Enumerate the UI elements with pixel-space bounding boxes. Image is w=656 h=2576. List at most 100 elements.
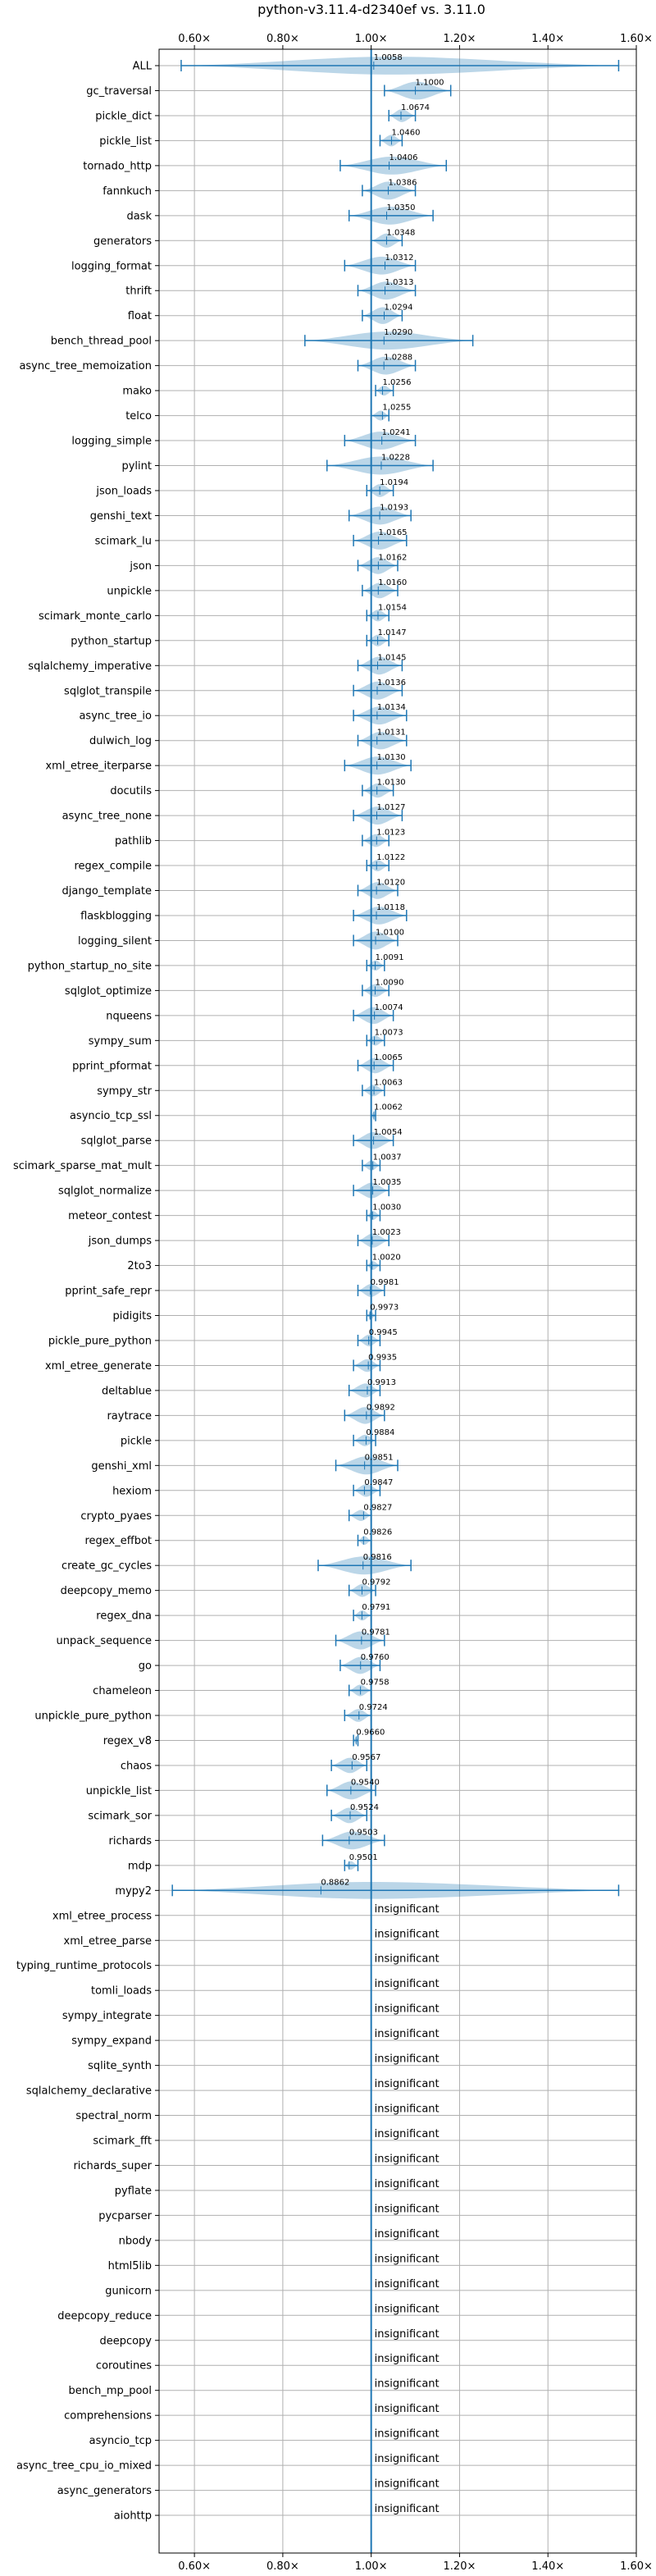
benchmark-label: ALL [133, 61, 153, 73]
benchmark-label: genshi_xml [91, 1460, 152, 1473]
benchmark-label: xml_etree_process [52, 1910, 152, 1922]
mean-value-label: 0.9540 [351, 1778, 380, 1787]
benchmark-label: chaos [121, 1760, 152, 1772]
mean-value-label: 1.0091 [376, 953, 404, 962]
mean-value-label: 1.0162 [378, 553, 407, 562]
insignificant-label: insignificant [375, 2203, 440, 2215]
mean-value-label: 1.0127 [377, 803, 406, 812]
marks-layer: 1.0058 1.1000 1.0674 1.0460 1.0406 1.0386 1.03… [171, 49, 620, 2553]
benchmark-label: genshi_text [90, 510, 152, 523]
x-tick-label-bottom: 1.60× [620, 2560, 653, 2573]
insignificant-label: insignificant [375, 2353, 440, 2365]
benchmark-label: pylint [121, 460, 152, 473]
benchmark-label: sympy_expand [71, 2035, 152, 2048]
mean-value-label: 1.0154 [378, 603, 407, 612]
insignificant-label: insignificant [375, 2128, 440, 2140]
mean-value-label: 1.0460 [391, 128, 420, 137]
benchmark-label: json [129, 560, 152, 573]
benchmark-label: richards [109, 1835, 153, 1848]
mean-value-label: 1.0120 [376, 879, 405, 888]
insignificant-label: insignificant [375, 2053, 440, 2066]
benchmark-label: nqueens [106, 1010, 152, 1022]
mean-value-label: 0.9501 [349, 1853, 378, 1862]
mean-value-label: 1.0134 [377, 703, 406, 712]
mean-value-label: 0.9760 [361, 1653, 390, 1662]
mean-value-label: 0.9758 [361, 1679, 390, 1688]
benchmark-label: deepcopy_memo [61, 1585, 152, 1597]
benchmark-label: xml_etree_iterparse [45, 760, 152, 773]
benchmark-label: generators [93, 235, 152, 248]
benchmark-label: sqlite_synth [88, 2060, 152, 2072]
mean-value-label: 1.0130 [377, 753, 406, 762]
insignificant-label: insignificant [375, 2253, 440, 2265]
mean-value-label: 1.0023 [372, 1228, 401, 1237]
benchmark-label: async_tree_none [62, 811, 152, 823]
benchmark-label: dulwich_log [89, 735, 152, 747]
mean-value-label: 0.9792 [362, 1578, 390, 1587]
mean-value-label: 1.0100 [376, 928, 404, 937]
benchmark-label: nbody [119, 2235, 153, 2247]
mean-value-label: 1.0386 [388, 178, 417, 187]
benchmark-label: scimark_monte_carlo [39, 610, 152, 623]
x-tick-label-bottom: 1.00× [355, 2560, 388, 2573]
benchmark-label: 2to3 [127, 1260, 152, 1272]
benchmark-label: bench_mp_pool [68, 2385, 152, 2397]
benchmark-label: asyncio_tcp [89, 2435, 152, 2447]
mean-value-label: 1.0131 [377, 728, 406, 738]
mean-value-label: 0.9973 [370, 1304, 399, 1313]
mean-value-label: 1.0288 [384, 354, 412, 363]
benchmark-label: python_startup_no_site [28, 960, 152, 972]
benchmark-label: unpack_sequence [56, 1635, 152, 1647]
mean-value-label: 1.0065 [374, 1053, 403, 1062]
mean-value-label: 0.9816 [363, 1553, 392, 1562]
x-tick-label-top: 0.60× [178, 33, 211, 45]
mean-value-label: 0.9847 [364, 1478, 393, 1487]
benchmark-label: unpickle_list [86, 1785, 152, 1797]
benchmark-label: create_gc_cycles [61, 1560, 152, 1573]
benchmark-label: spectral_norm [75, 2110, 152, 2122]
mean-value-label: 1.0290 [384, 328, 412, 337]
plot-frame [158, 48, 637, 2554]
mean-value-label: 1.0145 [377, 653, 406, 662]
mean-value-label: 1.0294 [385, 304, 413, 313]
benchmark-label: regex_effbot [84, 1535, 152, 1547]
benchmark-label: logging_simple [71, 436, 152, 448]
mean-value-label: 1.0674 [401, 103, 430, 112]
benchmark-label: async_tree_cpu_io_mixed [16, 2460, 152, 2473]
mean-value-label: 1.0054 [374, 1128, 403, 1137]
benchmark-label: tomli_loads [91, 1985, 152, 1998]
x-tick-label-top: 1.40× [531, 33, 564, 45]
mean-value-label: 1.0193 [380, 503, 408, 512]
mean-value-label: 0.8862 [321, 1878, 349, 1887]
mean-value-label: 1.0130 [377, 779, 406, 788]
benchmark-label: gc_traversal [86, 85, 152, 98]
benchmark-label: pickle [121, 1435, 152, 1447]
mean-value-label: 0.9524 [350, 1803, 379, 1812]
x-tick-label-top: 0.80× [266, 33, 299, 45]
benchmark-label: mdp [128, 1860, 152, 1872]
mean-value-label: 0.9884 [366, 1428, 394, 1437]
mean-value-label: 1.0063 [374, 1078, 403, 1087]
mean-value-label: 1.0136 [377, 678, 406, 687]
benchmark-label: docutils [110, 785, 152, 797]
mean-value-label: 0.9827 [363, 1503, 392, 1512]
benchmark-label: bench_thread_pool [51, 336, 152, 348]
benchmark-label: raytrace [107, 1410, 152, 1423]
insignificant-label: insignificant [375, 2103, 440, 2116]
benchmark-label: async_generators [57, 2485, 153, 2497]
benchmark-label: xml_etree_parse [64, 1935, 152, 1948]
mean-value-label: 0.9503 [349, 1828, 378, 1837]
mean-value-label: 1.0062 [374, 1103, 403, 1112]
benchmark-label: regex_dna [96, 1610, 152, 1623]
mean-value-label: 0.9945 [369, 1328, 398, 1337]
benchmark-label: sqlglot_transpile [64, 685, 152, 697]
benchmark-label: dask [126, 210, 152, 222]
mean-value-label: 1.0090 [376, 978, 404, 987]
mean-value-label: 1.0312 [385, 253, 413, 263]
benchmark-label: pyflate [115, 2185, 152, 2197]
benchmark-label: mako [122, 386, 152, 398]
mean-value-label: 1.0035 [373, 1178, 402, 1187]
insignificant-label: insignificant [375, 2278, 440, 2291]
benchmark-label: mypy2 [115, 1885, 152, 1898]
